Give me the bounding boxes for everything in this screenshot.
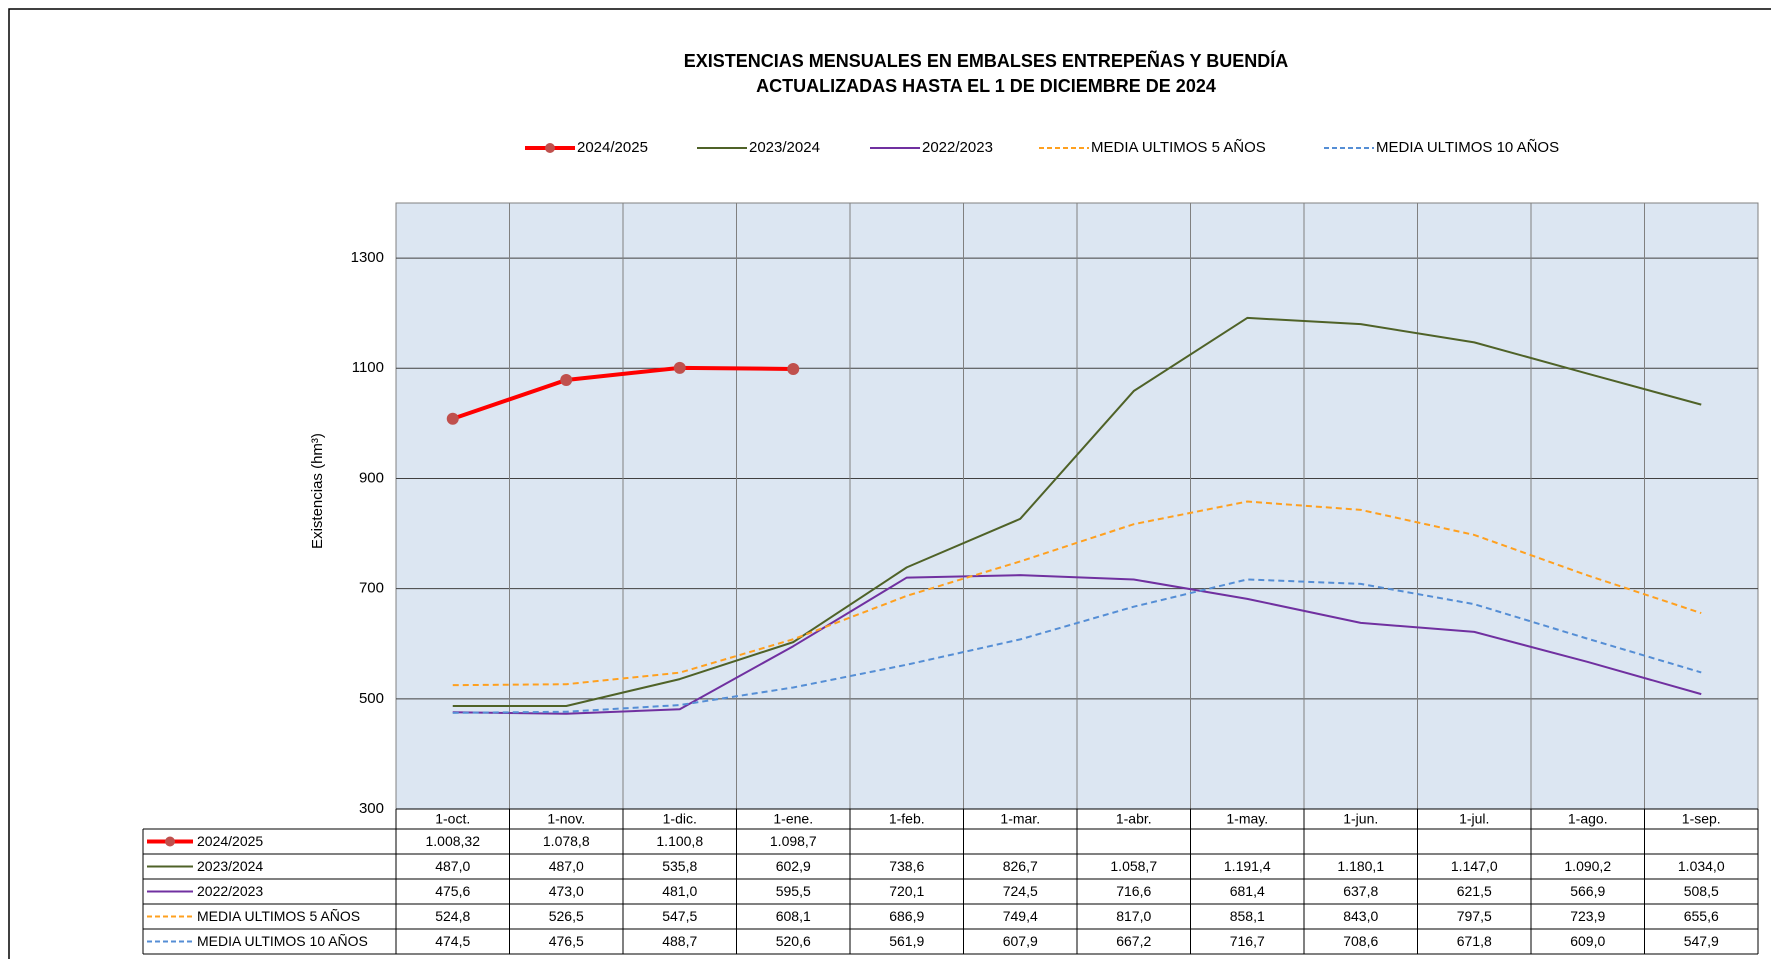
legend-marker [545,143,555,153]
x-tick-label: 1-mar. [1000,811,1040,827]
table-value: 797,5 [1457,908,1492,924]
table-value: 474,5 [435,933,470,949]
x-tick-label: 1-abr. [1116,811,1152,827]
table-row-label: 2024/2025 [197,833,263,849]
table-value: 738,6 [889,858,924,874]
table-value: 723,9 [1570,908,1605,924]
table-value: 716,7 [1230,933,1265,949]
series-line [452,574,1702,715]
table-value: 843,0 [1343,908,1378,924]
y-tick-label: 900 [359,469,384,486]
legend-marker [165,836,175,847]
y-tick-label: 300 [359,800,384,817]
series-line [452,578,1702,714]
table-value: 681,4 [1230,883,1265,899]
chart-title: EXISTENCIAS MENSUALES EN EMBALSES ENTREP… [684,50,1288,71]
table-value: 508,5 [1684,883,1719,899]
frame [8,8,1771,959]
table-value: 724,5 [1003,883,1038,899]
x-tick-label: 1-feb. [889,811,925,827]
table-value: 621,5 [1457,883,1492,899]
table-value: 1.078,8 [543,833,590,849]
table-value: 708,6 [1343,933,1378,949]
table-value: 561,9 [889,933,924,949]
x-tick-label: 1-oct. [435,811,470,827]
table-value: 686,9 [889,908,924,924]
series-marker [673,361,686,374]
series-line [452,500,1702,687]
x-tick-label: 1-may. [1226,811,1268,827]
table-value: 602,9 [776,858,811,874]
x-tick-label: 1-dic. [663,811,697,827]
table-value: 608,1 [776,908,811,924]
table-value: 655,6 [1684,908,1719,924]
table-value: 749,4 [1003,908,1038,924]
table-value: 1.090,2 [1564,858,1611,874]
legend-label: 2024/2025 [577,139,648,156]
table-value: 476,5 [549,933,584,949]
x-tick-label: 1-ago. [1568,811,1608,827]
series-marker [446,412,459,425]
table-row-label: MEDIA ULTIMOS 10 AÑOS [197,933,368,949]
table-value: 520,6 [776,933,811,949]
y-tick-label: 1300 [351,249,384,266]
table-value: 1.098,7 [770,833,817,849]
table-value: 826,7 [1003,858,1038,874]
y-tick-label: 700 [359,580,384,597]
table-value: 547,9 [1684,933,1719,949]
table-value: 637,8 [1343,883,1378,899]
table-row-label: 2022/2023 [197,883,263,899]
table-value: 858,1 [1230,908,1265,924]
table-value: 547,5 [662,908,697,924]
table-value: 566,9 [1570,883,1605,899]
table-value: 487,0 [435,858,470,874]
table-value: 1.058,7 [1110,858,1157,874]
series-marker [560,373,573,386]
table-value: 1.191,4 [1224,858,1271,874]
series-marker [787,362,800,375]
x-tick-label: 1-jul. [1459,811,1489,827]
table-value: 595,5 [776,883,811,899]
table-value: 524,8 [435,908,470,924]
table-value: 671,8 [1457,933,1492,949]
table-value: 1.008,32 [426,833,481,849]
table-value: 1.180,1 [1337,858,1384,874]
table-value: 481,0 [662,883,697,899]
table-value: 720,1 [889,883,924,899]
table-value: 526,5 [549,908,584,924]
y-axis-label: Existencias (hm³) [309,433,326,549]
table-value: 609,0 [1570,933,1605,949]
table-value: 488,7 [662,933,697,949]
table-value: 535,8 [662,858,697,874]
table-value: 817,0 [1116,908,1151,924]
table-value: 716,6 [1116,883,1151,899]
table-row-label: 2023/2024 [197,858,263,874]
x-tick-label: 1-ene. [773,811,813,827]
series-line [452,316,1702,707]
table-value: 607,9 [1003,933,1038,949]
table-value: 487,0 [549,858,584,874]
legend-label: MEDIA ULTIMOS 5 AÑOS [1091,139,1266,156]
y-tick-label: 500 [359,690,384,707]
legend-label: 2022/2023 [922,139,993,156]
x-tick-label: 1-nov. [547,811,585,827]
legend-label: MEDIA ULTIMOS 10 AÑOS [1376,139,1559,156]
table-value: 1.100,8 [656,833,703,849]
table-value: 475,6 [435,883,470,899]
table-value: 1.147,0 [1451,858,1498,874]
table-value: 1.034,0 [1678,858,1725,874]
legend-label: 2023/2024 [749,139,820,156]
x-tick-label: 1-sep. [1682,811,1721,827]
series-line [452,365,794,421]
table-row-label: MEDIA ULTIMOS 5 AÑOS [197,908,360,924]
y-tick-label: 1100 [352,359,384,376]
chart-subtitle: ACTUALIZADAS HASTA EL 1 DE DICIEMBRE DE … [756,76,1216,96]
x-tick-label: 1-jun. [1343,811,1378,827]
table-value: 473,0 [549,883,584,899]
table-value: 667,2 [1116,933,1151,949]
